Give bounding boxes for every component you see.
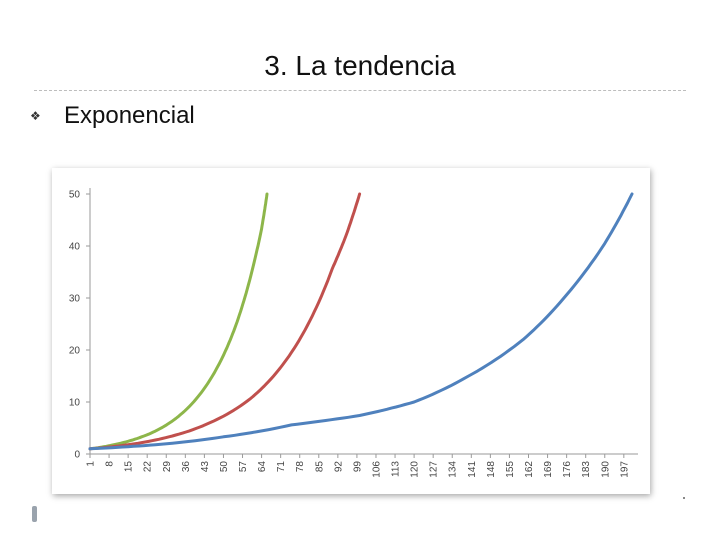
x-tick-label: 134	[448, 461, 459, 478]
x-tick-label: 85	[314, 461, 325, 473]
x-tick-label: 169	[543, 461, 554, 478]
x-tick-label: 57	[238, 461, 249, 473]
x-tick-label: 1	[86, 461, 97, 467]
slide-corner-mark	[32, 506, 37, 522]
y-tick-label: 20	[69, 346, 81, 357]
square-bullet-icon: ❖	[30, 109, 41, 123]
series-line-3	[88, 192, 634, 451]
x-tick-label: 22	[143, 461, 154, 473]
x-tick-label: 43	[200, 461, 211, 473]
series-line-1	[88, 192, 269, 451]
x-tick-label: 99	[352, 461, 363, 473]
chart-container: 0 10 20 30 40 50 1 8 15 22 29 36 43 50 57 64 71 78 85 92 99 1…	[52, 168, 650, 494]
y-tick-label: 50	[69, 190, 81, 201]
x-tick-label: 113	[391, 461, 402, 477]
title-divider	[34, 90, 686, 91]
y-tick-label: 40	[69, 242, 81, 253]
x-tick-label: 127	[429, 461, 440, 478]
x-tick-label: 50	[219, 461, 230, 473]
x-tick-label: 106	[371, 461, 382, 478]
series-line-2	[88, 192, 362, 451]
x-tick-label: 148	[486, 461, 497, 478]
x-tick-label: 162	[524, 461, 535, 478]
y-tick-label: 30	[69, 294, 81, 305]
slide-title: 3. La tendencia	[264, 50, 456, 81]
x-tick-label: 8	[105, 461, 116, 467]
x-tick-label: 92	[333, 461, 344, 473]
x-tick-label: 141	[467, 461, 478, 478]
x-tick-label: 155	[505, 461, 516, 478]
x-tick-label: 120	[410, 461, 421, 478]
y-tick-label: 0	[74, 450, 80, 461]
x-tick-label: 29	[162, 461, 173, 473]
bullet-text: Exponencial	[64, 102, 195, 129]
x-tick-label: 190	[600, 461, 611, 478]
x-tick-label: 15	[124, 461, 135, 473]
x-tick-label: 64	[257, 461, 268, 473]
x-tick-label: 78	[295, 461, 306, 473]
exponential-line-chart: 0 10 20 30 40 50 1 8 15 22 29 36 43 50 57 64 71 78 85 92 99 1…	[69, 188, 638, 478]
x-tick-label: 36	[181, 461, 192, 473]
x-tick-label: 197	[619, 461, 630, 478]
slide-corner-dot	[683, 497, 685, 499]
bullet-item: ❖ Exponencial	[30, 102, 195, 130]
x-tick-label: 176	[562, 461, 573, 478]
y-tick-label: 10	[69, 398, 81, 409]
x-tick-label: 71	[276, 461, 287, 473]
x-tick-label: 183	[581, 461, 592, 478]
